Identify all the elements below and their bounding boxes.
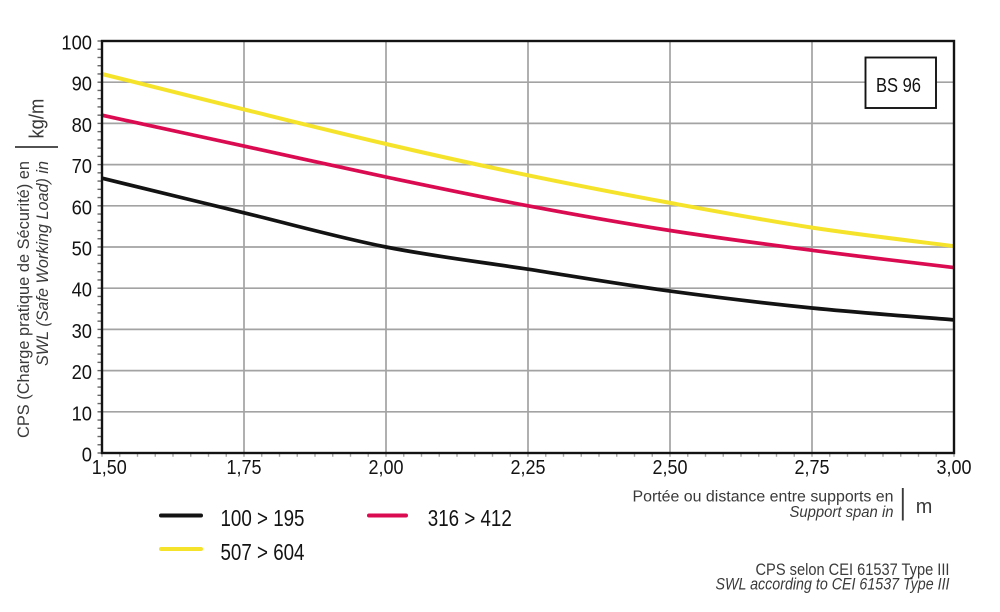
svg-text:100: 100	[61, 33, 92, 55]
svg-text:1,50: 1,50	[92, 457, 127, 479]
svg-text:20: 20	[72, 362, 92, 384]
svg-text:0: 0	[82, 445, 92, 467]
svg-text:1,75: 1,75	[227, 457, 262, 479]
svg-text:m: m	[916, 496, 933, 518]
svg-text:2,50: 2,50	[653, 457, 688, 479]
svg-text:80: 80	[72, 115, 92, 137]
svg-text:2,00: 2,00	[369, 457, 404, 479]
svg-text:40: 40	[72, 280, 92, 302]
svg-text:CPS (Charge pratique de Sécuri: CPS (Charge pratique de Sécurité) en	[14, 161, 33, 438]
svg-text:Portée ou distance entre suppo: Portée ou distance entre supports en	[633, 489, 894, 506]
svg-text:CPS selon CEI 61537 Type III: CPS selon CEI 61537 Type III	[756, 560, 950, 579]
svg-text:SWL (Safe Working Load) in: SWL (Safe Working Load) in	[33, 161, 52, 366]
svg-text:507 > 604: 507 > 604	[221, 539, 305, 565]
svg-text:Support span in: Support span in	[790, 504, 894, 521]
svg-text:BS 96: BS 96	[876, 74, 921, 97]
svg-text:90: 90	[72, 74, 92, 96]
svg-text:50: 50	[72, 239, 92, 261]
svg-text:kg/m: kg/m	[25, 99, 48, 139]
svg-text:2,75: 2,75	[795, 457, 830, 479]
svg-text:100 > 195: 100 > 195	[221, 505, 305, 531]
svg-text:10: 10	[72, 403, 92, 425]
svg-text:3,00: 3,00	[937, 457, 972, 479]
svg-text:316 > 412: 316 > 412	[428, 505, 512, 531]
svg-text:30: 30	[72, 321, 92, 343]
svg-text:2,25: 2,25	[511, 457, 546, 479]
svg-text:SWL according to CEI 61537 Typ: SWL according to CEI 61537 Type III	[716, 575, 950, 594]
svg-text:70: 70	[72, 156, 92, 178]
svg-text:60: 60	[72, 197, 92, 219]
